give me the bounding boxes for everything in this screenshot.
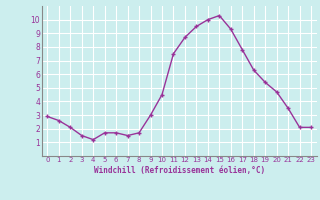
X-axis label: Windchill (Refroidissement éolien,°C): Windchill (Refroidissement éolien,°C): [94, 166, 265, 175]
